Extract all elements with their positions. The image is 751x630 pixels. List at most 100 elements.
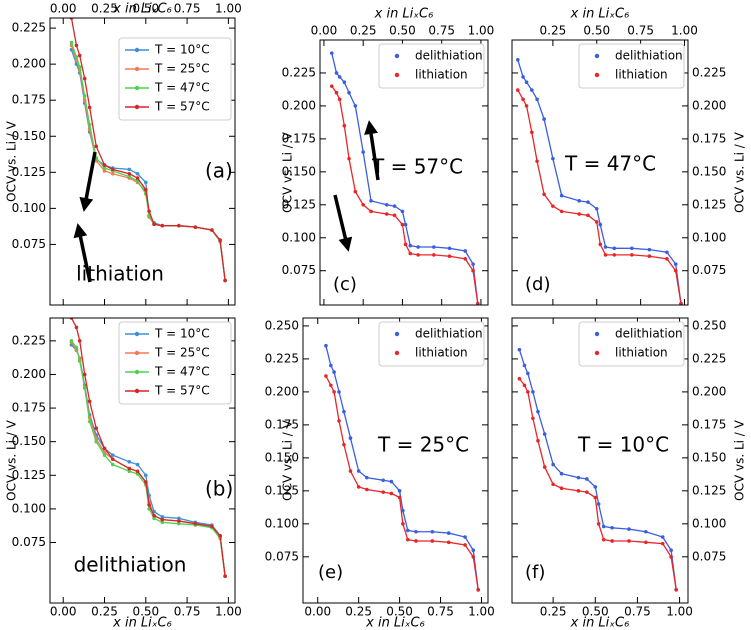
legend-marker: [594, 350, 600, 356]
point: [447, 254, 452, 259]
point: [332, 390, 336, 394]
point: [135, 469, 140, 474]
point: [403, 242, 408, 247]
y-tick-label: 0.125: [282, 197, 316, 211]
point: [432, 245, 436, 249]
point: [110, 453, 115, 457]
point: [337, 75, 342, 79]
arrow: [364, 120, 380, 181]
legend-marker: [594, 331, 600, 337]
y-tick-label: 0.225: [692, 351, 726, 365]
legend-label: T = 57°C: [154, 100, 210, 114]
y-tick-label: 0.225: [12, 333, 46, 347]
point: [576, 475, 581, 480]
plot-frame: [511, 39, 689, 306]
point: [110, 167, 115, 172]
x-tick-label: 0.00: [50, 605, 77, 619]
x-axis-label: x in LiₓC₆: [112, 2, 172, 17]
y-tick-label: 0.200: [692, 98, 726, 112]
point: [612, 246, 617, 251]
point: [430, 529, 435, 534]
point: [160, 223, 165, 228]
point: [408, 251, 413, 256]
x-tick-label: 0.75: [428, 24, 455, 38]
series-line: [517, 59, 682, 304]
point: [593, 485, 598, 489]
point: [218, 533, 222, 538]
point: [144, 187, 148, 192]
x-tick-label: 0.50: [583, 24, 610, 38]
point: [329, 51, 334, 55]
y-tick-label: 0.250: [692, 318, 726, 332]
point: [144, 180, 148, 185]
point: [348, 469, 353, 473]
legend-label: T = 10°C: [154, 43, 210, 57]
point: [471, 555, 476, 559]
series-line: [325, 375, 479, 590]
point: [110, 462, 115, 467]
point: [147, 209, 151, 214]
point: [177, 521, 181, 526]
arrow: [73, 223, 92, 283]
point: [69, 339, 74, 343]
y-tick-label: 0.075: [12, 535, 46, 549]
point: [524, 104, 529, 108]
point: [432, 253, 436, 257]
annotation: T = 10°C: [577, 433, 669, 457]
point: [536, 409, 540, 414]
point: [531, 390, 535, 394]
plot-frame: [302, 317, 489, 604]
series: [517, 376, 678, 592]
y-tick-label: 0.100: [692, 230, 726, 244]
y-tick-label: 0.075: [692, 549, 726, 563]
point: [665, 257, 669, 261]
point: [127, 466, 132, 471]
point: [530, 130, 534, 135]
x-tick-label: 0.50: [389, 24, 416, 38]
point: [403, 222, 408, 227]
point: [127, 174, 132, 179]
y-tick-label: 0.075: [692, 263, 726, 277]
point: [559, 471, 564, 476]
point: [522, 383, 527, 388]
y-tick-label: 0.175: [12, 401, 46, 415]
y-tick-label: 0.200: [12, 57, 46, 71]
point: [669, 548, 673, 553]
point: [102, 166, 107, 170]
point: [400, 222, 405, 227]
legend-label: T = 47°C: [154, 81, 210, 95]
point: [535, 97, 539, 102]
y-tick-label: 0.200: [692, 384, 726, 398]
point: [94, 439, 99, 444]
plot-frame: [49, 317, 236, 604]
point: [389, 491, 394, 496]
legend-box: [378, 321, 485, 367]
point: [127, 167, 132, 172]
point: [400, 209, 405, 214]
point: [74, 345, 79, 350]
point: [521, 97, 525, 102]
legend-label: T = 47°C: [154, 365, 210, 379]
point: [585, 490, 589, 494]
y-tick-label: 0.225: [692, 65, 726, 79]
x-tick-label: 0.25: [345, 605, 372, 619]
series: [69, 318, 227, 578]
arrow: [333, 194, 353, 252]
x-tick-label: 0.75: [624, 605, 651, 619]
legend-marker: [394, 350, 400, 356]
point: [463, 249, 468, 253]
annotation: (c): [333, 274, 357, 295]
y-tick-label: 0.150: [12, 129, 46, 143]
point: [144, 480, 148, 484]
point: [630, 246, 634, 251]
x-tick-label: 0.00: [311, 24, 338, 38]
point: [94, 144, 99, 149]
y-tick-label: 0.100: [282, 230, 316, 244]
x-tick-label: 0.00: [304, 605, 331, 619]
y-tick-label: 0.175: [12, 93, 46, 107]
point: [392, 204, 397, 208]
point: [660, 541, 665, 546]
point: [348, 436, 353, 440]
point: [87, 399, 92, 404]
point: [405, 528, 410, 533]
